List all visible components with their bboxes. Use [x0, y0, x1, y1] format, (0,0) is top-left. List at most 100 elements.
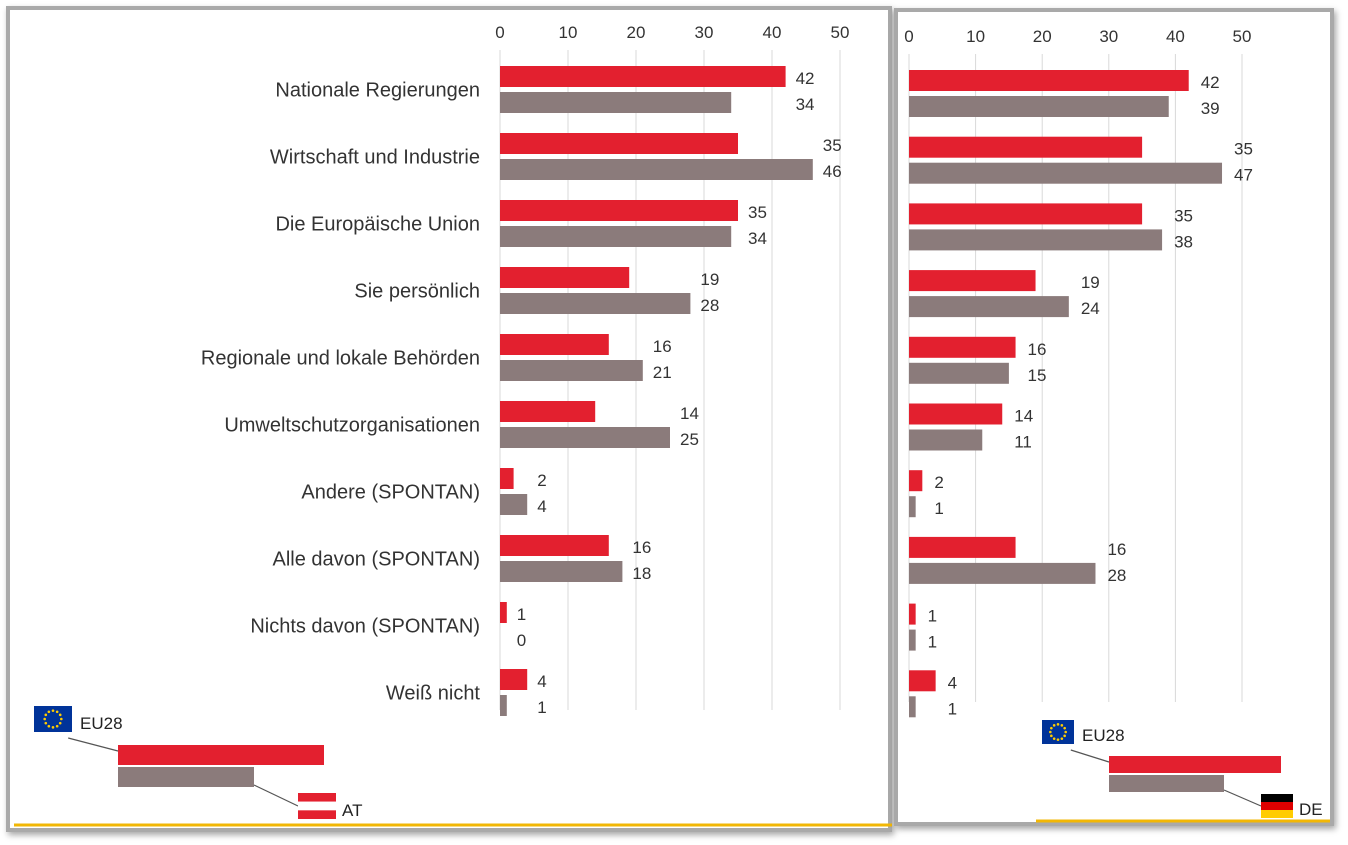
data-label: 28	[1107, 566, 1126, 585]
bar-eu28	[500, 334, 609, 355]
bar-de	[909, 362, 1009, 384]
bar-at	[500, 427, 670, 448]
data-label: 15	[1028, 366, 1047, 385]
category-label: Die Europäische Union	[275, 214, 480, 236]
austria-flag-stripe	[298, 810, 336, 819]
bar-at	[500, 695, 507, 716]
data-label: 25	[680, 430, 699, 449]
data-label: 47	[1234, 166, 1253, 185]
bar-eu28	[500, 535, 609, 556]
x-tick-label: 50	[1233, 27, 1252, 46]
bar-eu28	[500, 602, 507, 623]
eu-flag-star	[51, 709, 55, 712]
legend-swatch-eu28	[1109, 756, 1281, 773]
data-label: 4	[948, 673, 957, 692]
eu-flag-star	[1056, 723, 1060, 726]
x-tick-label: 30	[695, 23, 714, 42]
legend-connector	[253, 784, 299, 807]
data-label: 16	[653, 337, 672, 356]
category-label: Sie persönlich	[354, 281, 480, 303]
eu-flag-star	[47, 724, 51, 728]
eu-flag-star	[44, 713, 48, 717]
bar-eu28	[909, 470, 923, 492]
eu-flag-star	[58, 713, 62, 717]
right-bar-chart: 0 10 20 30 40 5042393547353819241615141121162…	[904, 27, 1330, 823]
eu-flag-star	[1049, 730, 1052, 734]
legend-label: AT	[342, 801, 362, 820]
bar-de	[909, 229, 1163, 251]
bar-eu28	[909, 403, 1003, 425]
data-label: 35	[748, 203, 767, 222]
eu-flag-star	[1050, 734, 1053, 738]
legend-swatch-at	[118, 767, 254, 787]
x-tick-label: 40	[1166, 27, 1185, 46]
x-tick-label: 0	[495, 23, 504, 42]
bar-at	[500, 561, 623, 582]
eu-flag-star	[47, 710, 51, 714]
bar-de	[909, 296, 1069, 318]
bar-at	[500, 226, 732, 247]
data-label: 1	[537, 698, 546, 717]
x-tick-label: 0	[904, 27, 913, 46]
data-label: 28	[700, 296, 719, 315]
data-label: 1	[934, 499, 943, 518]
eu-flag-star	[60, 717, 63, 721]
data-label: 2	[537, 471, 546, 490]
bar-eu28	[500, 401, 596, 422]
right-chart-panel: 0 10 20 30 40 50 42 39 35 47 35 38 19 24 16 15 14 11 2 1 16 2…	[894, 8, 1334, 826]
category-label: Nichts davon (SPONTAN)	[250, 616, 480, 638]
x-tick-label: 10	[559, 23, 578, 42]
bar-eu28	[500, 468, 514, 489]
legend-connector	[1070, 749, 1110, 763]
austria-flag-icon	[298, 793, 336, 819]
bar-eu28	[909, 70, 1189, 91]
category-label: Wirtschaft und Industrie	[270, 147, 480, 169]
eu-flag-star	[1056, 738, 1060, 741]
data-label: 42	[796, 69, 815, 88]
bar-de	[909, 629, 916, 651]
bar-eu28	[500, 66, 786, 87]
legend-connector	[1223, 789, 1262, 807]
germany-flag-stripe	[1261, 794, 1293, 802]
germany-flag-stripe	[1261, 802, 1293, 810]
eu-flag-star	[55, 710, 59, 714]
bar-de	[909, 696, 916, 718]
bar-eu28	[909, 536, 1016, 558]
data-label: 46	[823, 162, 842, 181]
eu-flag-star	[1052, 724, 1056, 727]
eu-flag-star	[1060, 724, 1064, 727]
data-label: 1	[928, 633, 937, 652]
eu-flag-star	[1063, 726, 1066, 730]
bar-eu28	[909, 670, 936, 692]
eu-flag-star	[43, 717, 46, 721]
data-label: 1	[948, 699, 957, 718]
bar-at	[500, 92, 732, 113]
legend-swatch-de	[1109, 775, 1224, 792]
data-label: 4	[537, 672, 546, 691]
bar-de	[909, 429, 983, 451]
data-label: 18	[632, 564, 651, 583]
eu-flag-star	[55, 724, 59, 728]
data-label: 19	[1081, 273, 1100, 292]
x-tick-label: 30	[1099, 27, 1118, 46]
data-label: 35	[823, 136, 842, 155]
data-label: 19	[700, 270, 719, 289]
data-label: 14	[680, 404, 699, 423]
legend-swatch-eu28	[118, 745, 324, 765]
bar-eu28	[909, 203, 1143, 225]
eu-flag-star	[1060, 737, 1064, 740]
bar-at	[500, 293, 691, 314]
category-label: Weiß nicht	[386, 683, 481, 705]
data-label: 0	[517, 631, 526, 650]
bar-eu28	[909, 136, 1143, 158]
germany-flag-stripe	[1261, 810, 1293, 818]
bar-at	[500, 360, 643, 381]
bar-eu28	[909, 270, 1036, 292]
data-label: 38	[1174, 232, 1193, 251]
bar-de	[909, 562, 1096, 584]
category-label: Regionale und lokale Behörden	[201, 348, 480, 370]
data-label: 39	[1201, 99, 1220, 118]
eu-flag-star	[1050, 726, 1053, 730]
eu-flag-star	[1064, 730, 1067, 734]
data-label: 42	[1201, 73, 1220, 92]
